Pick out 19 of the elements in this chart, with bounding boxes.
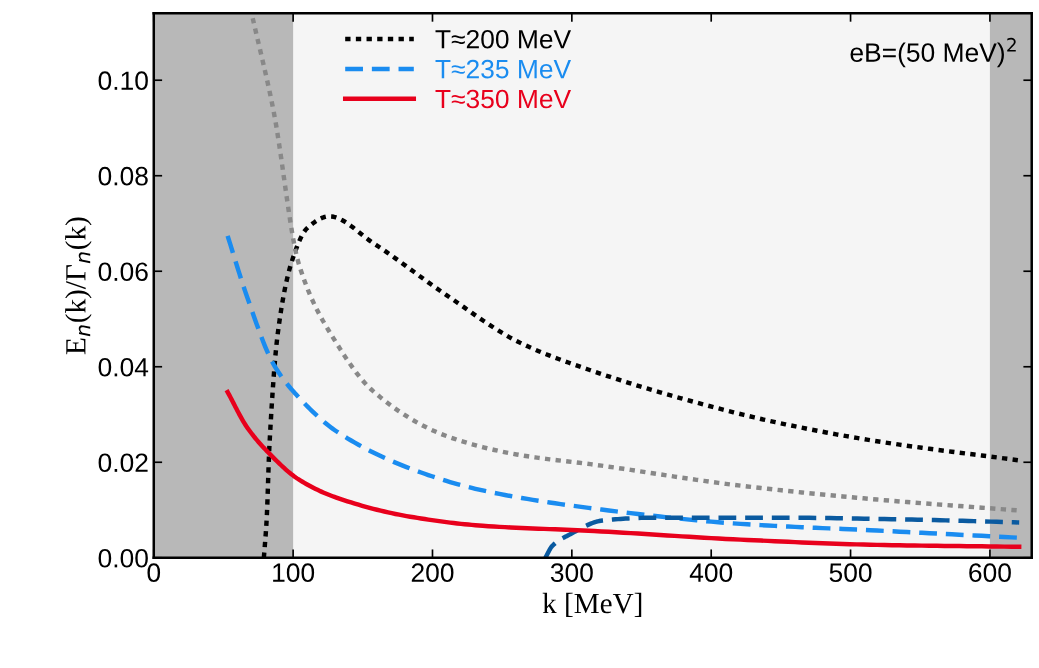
x-tick-label: 400 xyxy=(689,563,733,583)
y-axis-title: E$_{n}$(k)/Γ$_{n}$(k) xyxy=(65,217,92,355)
x-tick-label: 100 xyxy=(273,563,315,583)
annotation: eB=(50 MeV)$^{2}$ xyxy=(850,37,1016,68)
y-tick-label: 0.08 xyxy=(98,166,148,186)
y-tick-label: 0.06 xyxy=(98,262,148,282)
y-tick-label: 0.04 xyxy=(98,357,149,377)
x-tick-label: 0 xyxy=(147,563,161,583)
x-axis-title: k [MeV] xyxy=(542,592,642,617)
x-tick-label: 300 xyxy=(550,563,593,583)
x-tick-label: 500 xyxy=(829,563,872,583)
x-tick-label: 600 xyxy=(969,563,1011,583)
legend-label: T≈350 MeV xyxy=(435,89,572,109)
x-tick-label: 200 xyxy=(411,563,454,583)
legend-label: T≈200 MeV xyxy=(435,29,572,49)
y-tick-label: 0.02 xyxy=(98,453,148,473)
y-tick-label: 0.00 xyxy=(98,548,148,568)
y-tick-label: 0.10 xyxy=(98,71,148,91)
legend-label: T≈235 MeV xyxy=(435,59,572,79)
